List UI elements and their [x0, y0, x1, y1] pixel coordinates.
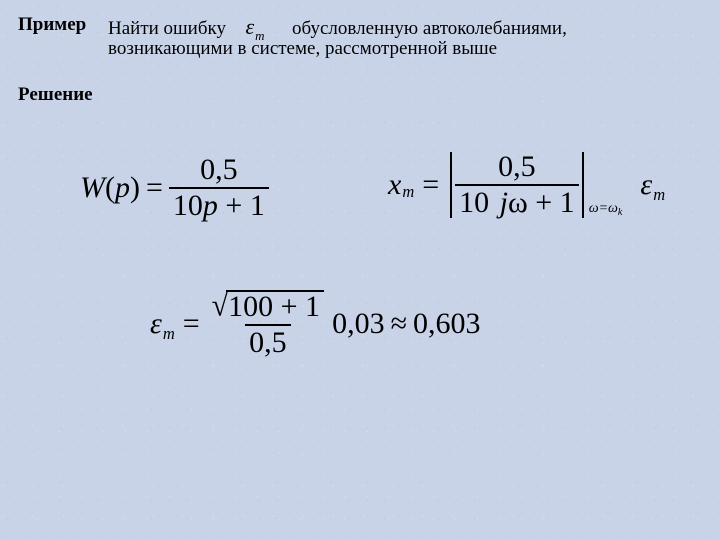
sqrt-radical-icon: √: [212, 290, 228, 322]
eq3-lhs-eps: ε: [150, 309, 162, 339]
eq2-abs-sub-text: ω=ω: [589, 201, 618, 216]
eq3-approx: ≈: [391, 309, 407, 339]
epsilon-symbol: ε: [245, 14, 254, 39]
label-example: Пример: [18, 14, 86, 36]
eq2-abs-subscript: ω=ωk: [589, 202, 623, 216]
eq2-den-omega: ω: [508, 186, 528, 219]
problem-line1-suffix: обусловленную автоколебаниями,: [292, 18, 567, 39]
eq3-sqrt-inner: 100 + 1: [226, 290, 324, 322]
label-solution: Решение: [18, 84, 93, 106]
eq3-fraction: √ 100 + 1 0,5: [208, 290, 328, 358]
eq2-abs-denominator: 10 jω + 1: [455, 184, 579, 218]
eq2-trailing-eps: ε: [640, 170, 652, 200]
eq2-abs-numerator: 0,5: [494, 152, 540, 184]
eq3-mult-val: 0,03: [332, 309, 385, 339]
eq1-denominator: 10p + 1: [169, 187, 269, 221]
problem-line-2: возникающими в системе, рассмотренной вы…: [108, 38, 497, 60]
problem-line-1: Найти ошибку εm обусловленную автоколеба…: [108, 14, 567, 40]
eq2-abs-sub-k: k: [618, 207, 622, 218]
eq2-den-suffix: + 1: [535, 186, 574, 219]
eq3-lhs-eps-sub: m: [163, 326, 175, 343]
equation-xm: xm = 0,5 10 jω + 1 ω=ωk εm: [388, 152, 665, 218]
eq2-trailing-eps-sub: m: [653, 187, 665, 204]
eq2-equals: =: [422, 170, 439, 200]
eq1-lhs-var: W: [80, 173, 105, 203]
eq2-fraction: 0,5 10 jω + 1: [455, 152, 579, 218]
eq2-abs: 0,5 10 jω + 1: [447, 152, 587, 218]
eq3-denominator: 0,5: [245, 324, 291, 358]
problem-line1-prefix: Найти ошибку: [108, 18, 226, 39]
equation-wp: W ( p ) = 0,5 10p + 1: [80, 155, 269, 221]
eq3-result: 0,603: [413, 309, 481, 339]
eq3-equals: =: [183, 309, 200, 339]
equation-epsm: εm = √ 100 + 1 0,5 0,03 ≈ 0,603: [150, 290, 481, 358]
eq3-sqrt: √ 100 + 1: [212, 290, 324, 322]
eq1-numerator: 0,5: [196, 155, 242, 187]
eq1-rparen: ): [130, 173, 140, 203]
eq2-den-j: j: [500, 186, 508, 219]
eq2-lhs-var: x: [388, 170, 401, 200]
eq2-den-prefix: 10: [459, 186, 489, 219]
eq2-lhs-sub: m: [402, 184, 414, 201]
eq1-equals: =: [146, 173, 163, 203]
eq1-fraction: 0,5 10p + 1: [169, 155, 269, 221]
eq1-lparen: (: [105, 173, 115, 203]
eq3-numerator: √ 100 + 1: [208, 290, 328, 324]
eq1-lhs-arg: p: [115, 173, 130, 203]
